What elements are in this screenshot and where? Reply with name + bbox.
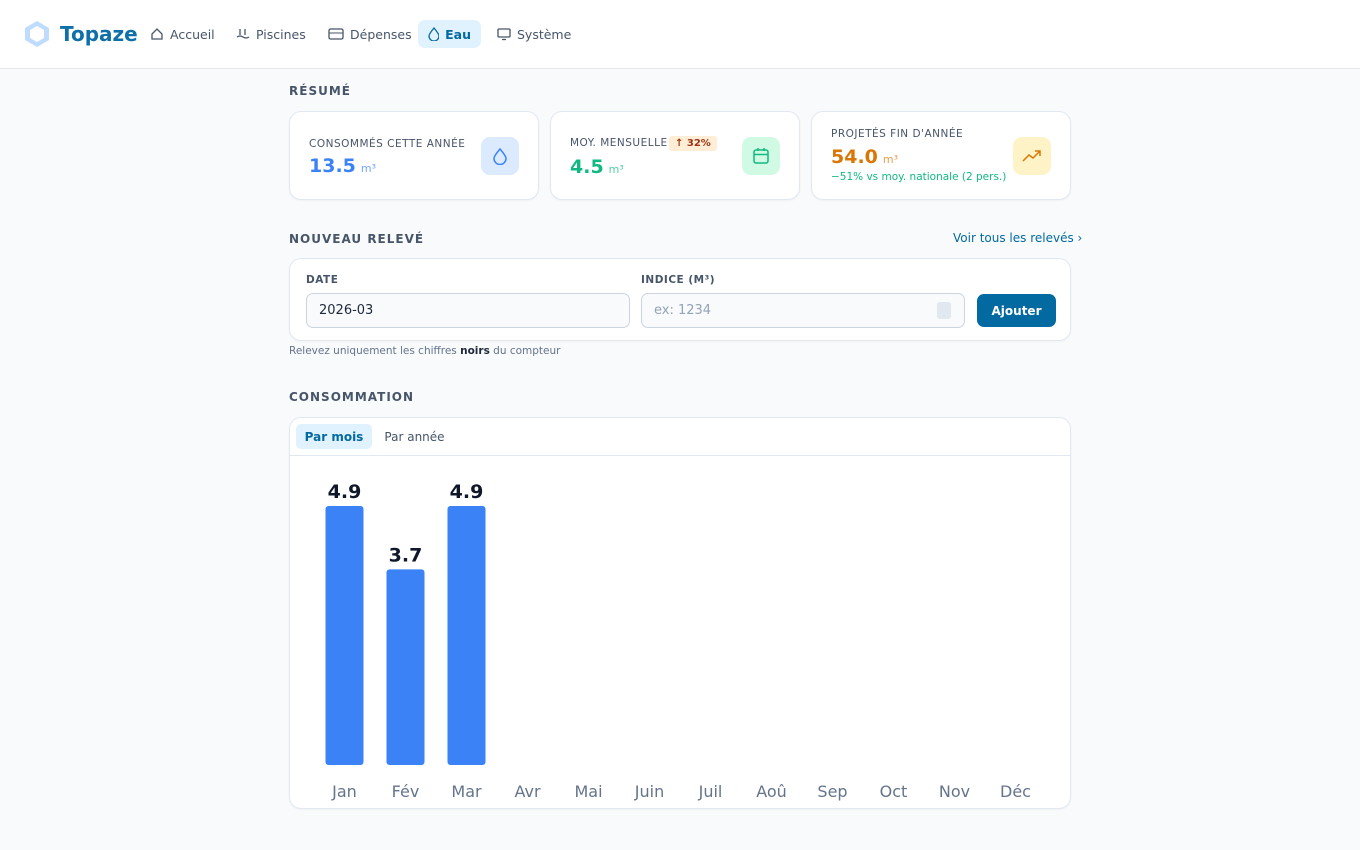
chart: Jan 4.9 Fév 3.7 Mar 4.9 Avr Mai Juin Juil Aoû Sep Oc… [325, 481, 1031, 801]
stat-icon [742, 137, 780, 175]
nav-item-active[interactable]: Eau [418, 20, 481, 48]
brand[interactable]: Topaze [60, 22, 138, 46]
field-label: INDICE (M³) [641, 274, 715, 286]
tab-bar [290, 418, 1070, 456]
x-tick-label: Juin [634, 782, 664, 801]
add-button[interactable]: Ajouter [977, 294, 1056, 327]
icon [428, 27, 440, 41]
unit: m³ [882, 153, 899, 166]
section-title: CONSOMMATION [289, 390, 415, 404]
badge: ↑ 32% [669, 136, 717, 151]
icon [497, 28, 511, 41]
form-card: DATE 2026-03 INDICE (M³) ex: 1234 Ajoute… [289, 258, 1071, 341]
value-label: 4.9 [450, 481, 484, 503]
x-tick-label: Jan [331, 782, 357, 801]
tab[interactable]: Par année [384, 429, 445, 444]
header: Topaze Accueil Piscines Dépenses Eau Sys… [0, 0, 1360, 69]
stat-note: −51% vs moy. nationale (2 pers.) [831, 171, 1007, 183]
x-tick-label: Nov [939, 782, 970, 801]
nav-item[interactable]: Accueil [140, 20, 225, 48]
date-input[interactable]: 2026-03 [306, 293, 630, 328]
field-label: DATE [306, 274, 339, 286]
x-tick-label: Avr [514, 782, 540, 801]
chart-card: Par mois Par année Jan 4.9 Fév 3.7 Mar 4.9 Avr… [289, 417, 1071, 809]
stat-icon [481, 137, 519, 175]
value: 13.5 [309, 155, 356, 177]
link[interactable]: Voir tous les relevés › [953, 231, 1083, 245]
value-label: 3.7 [389, 544, 423, 566]
bar [386, 569, 425, 765]
x-tick-label: Aoû [756, 782, 787, 801]
stat-icon [1013, 137, 1051, 175]
tab-active[interactable]: Par mois [296, 424, 372, 449]
nav-label: Accueil [170, 26, 215, 42]
stat-card: PROJETÉS FIN D'ANNÉE 54.0 m³ −51% vs moy.… [811, 111, 1071, 200]
x-tick-label: Mar [451, 782, 482, 801]
unit: m³ [360, 162, 377, 175]
x-tick-label: Juil [698, 782, 723, 801]
bar [325, 506, 364, 765]
index-input[interactable]: ex: 1234 [641, 293, 965, 328]
stat-value: 4.5 m³ [570, 156, 624, 178]
hint: Relevez uniquement les chiffres noirs du… [289, 345, 560, 357]
icon [328, 28, 344, 40]
hint-text: du compteur [489, 345, 561, 357]
nav-item[interactable]: Piscines [226, 20, 316, 48]
x-tick-label: Déc [1000, 782, 1031, 801]
stat-label: CONSOMMÉS CETTE ANNÉE [309, 138, 466, 150]
unit: m³ [608, 163, 624, 176]
stat-value: 13.5 m³ [309, 155, 376, 177]
stat-card: CONSOMMÉS CETTE ANNÉE 13.5 m³ [289, 111, 539, 200]
section-title: NOUVEAU RELEVÉ [289, 232, 425, 246]
stat-value: 54.0 m³ [831, 146, 898, 168]
stat-label: PROJETÉS FIN D'ANNÉE [831, 128, 964, 140]
section-title: RÉSUMÉ [289, 84, 351, 98]
stat-label: MOY. MENSUELLE [570, 137, 668, 149]
value: 54.0 [831, 146, 878, 168]
icon [236, 29, 250, 39]
nav-label: Dépenses [350, 26, 412, 42]
x-tick-label: Sep [817, 782, 847, 801]
nav-label: Piscines [256, 26, 306, 42]
nav-label: Système [517, 26, 572, 42]
hint-text: Relevez uniquement les chiffres [289, 345, 461, 357]
value-label: 4.9 [328, 481, 362, 503]
bar [447, 506, 486, 765]
x-tick-label: Fév [392, 782, 420, 801]
nav-item[interactable]: Système [487, 20, 581, 48]
nav-label: Eau [445, 26, 471, 42]
spinner[interactable] [937, 302, 951, 319]
x-tick-label: Mai [574, 782, 602, 801]
icon [151, 28, 163, 40]
nav-item[interactable]: Dépenses [318, 20, 422, 48]
x-tick-label: Oct [880, 782, 908, 801]
stat-card: MOY. MENSUELLE ↑ 32% 4.5 m³ [550, 111, 800, 200]
link-text: Voir tous les relevés [953, 231, 1074, 245]
hint-strong: noirs [460, 345, 490, 357]
logo [25, 21, 49, 47]
value: 4.5 [570, 156, 604, 178]
